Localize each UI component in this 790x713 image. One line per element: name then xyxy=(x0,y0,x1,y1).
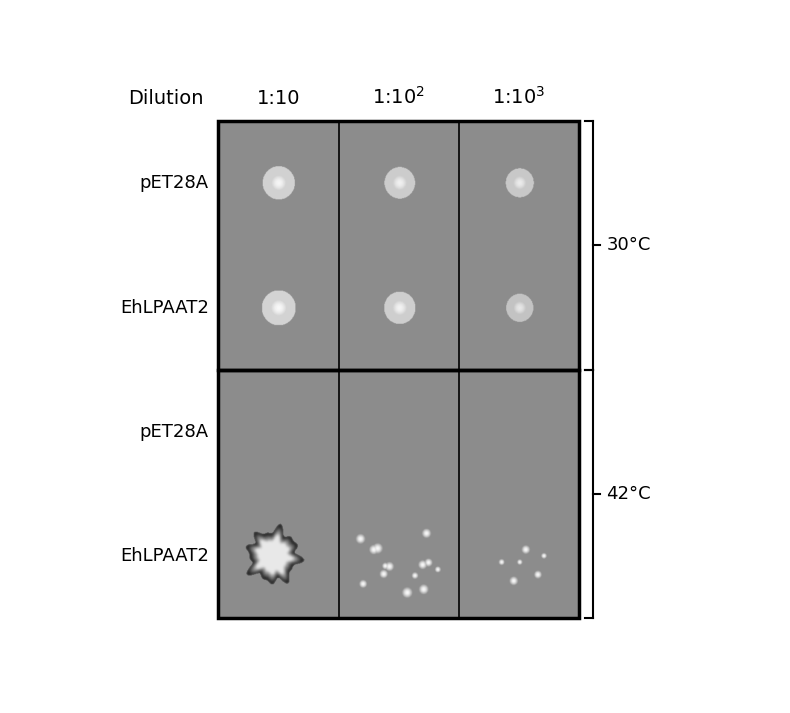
Text: 1:10: 1:10 xyxy=(257,88,300,108)
Bar xyxy=(459,245,579,369)
Bar xyxy=(339,369,459,494)
Bar xyxy=(218,121,579,369)
Text: pET28A: pET28A xyxy=(140,423,209,441)
Bar xyxy=(218,494,339,618)
Bar xyxy=(459,121,579,245)
Bar xyxy=(218,369,579,618)
Bar xyxy=(218,245,339,369)
Bar xyxy=(459,369,579,494)
Text: Dilution: Dilution xyxy=(128,88,204,108)
Text: 1:10$^{2}$: 1:10$^{2}$ xyxy=(372,86,425,108)
Bar xyxy=(339,494,459,618)
Text: pET28A: pET28A xyxy=(140,175,209,193)
Bar xyxy=(339,245,459,369)
Bar xyxy=(218,369,339,494)
Bar xyxy=(459,494,579,618)
Text: EhLPAAT2: EhLPAAT2 xyxy=(120,299,209,317)
Text: 1:10$^{3}$: 1:10$^{3}$ xyxy=(492,86,546,108)
Bar xyxy=(218,121,339,245)
Text: 42°C: 42°C xyxy=(606,485,651,503)
Bar xyxy=(339,121,459,245)
Text: EhLPAAT2: EhLPAAT2 xyxy=(120,547,209,565)
Text: 30°C: 30°C xyxy=(606,237,651,255)
